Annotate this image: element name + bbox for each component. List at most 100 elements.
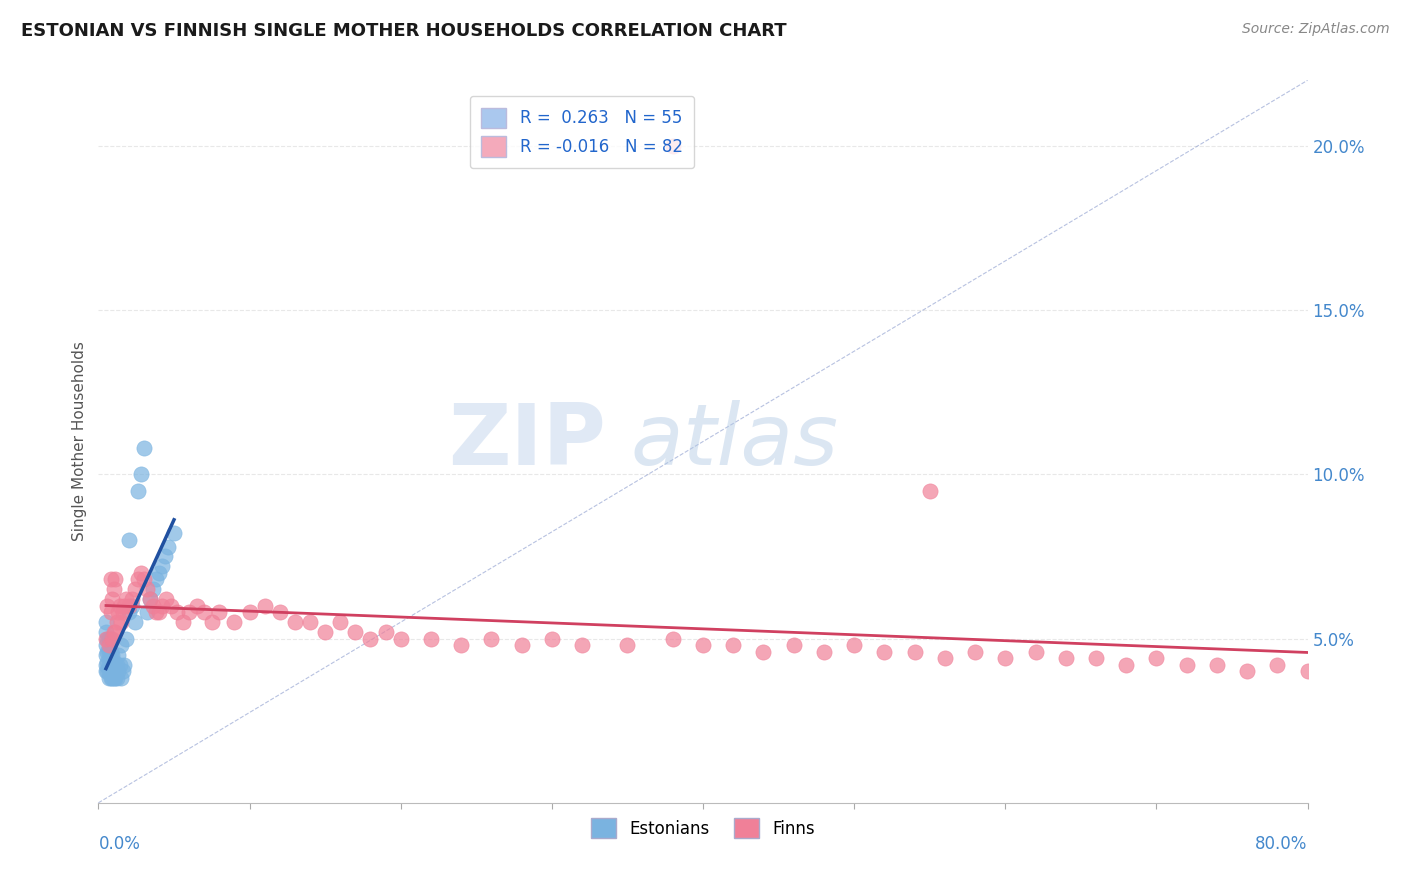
Point (104, 573, 127, 587)
Point (98, 632, 121, 646)
Point (100, 655, 122, 669)
Point (114, 632, 136, 646)
Point (389, 632, 412, 646)
Point (96, 645, 118, 659)
Point (193, 605, 215, 619)
Point (145, 605, 167, 619)
Point (110, 671, 132, 685)
Point (360, 632, 382, 646)
Point (1206, 657, 1229, 672)
Point (101, 632, 124, 646)
Point (1024, 645, 1046, 659)
Point (155, 592, 177, 607)
Point (904, 645, 927, 659)
Point (111, 605, 134, 619)
Point (965, 645, 987, 659)
Point (201, 615, 224, 630)
Point (844, 638, 866, 652)
Point (239, 605, 262, 619)
Point (1115, 657, 1137, 672)
Point (783, 638, 806, 652)
Point (98, 665, 121, 679)
Point (420, 632, 443, 646)
Point (104, 657, 127, 672)
Point (329, 615, 352, 630)
Text: ESTONIAN VS FINNISH SINGLE MOTHER HOUSEHOLDS CORRELATION CHART: ESTONIAN VS FINNISH SINGLE MOTHER HOUSEH… (21, 22, 787, 40)
Point (540, 632, 562, 646)
Text: ZIP: ZIP (449, 400, 606, 483)
Point (94, 638, 117, 652)
Point (450, 638, 472, 652)
Point (253, 599, 276, 613)
Point (100, 665, 122, 679)
Point (112, 599, 135, 613)
Point (661, 632, 683, 646)
Point (107, 648, 129, 662)
Point (104, 625, 127, 640)
Point (101, 657, 124, 672)
Point (723, 638, 745, 652)
Point (692, 638, 714, 652)
Point (118, 533, 141, 547)
Text: Source: ZipAtlas.com: Source: ZipAtlas.com (1241, 22, 1389, 37)
Point (179, 605, 201, 619)
Point (107, 605, 129, 619)
Point (153, 549, 176, 564)
Point (98, 638, 121, 652)
Point (108, 599, 131, 613)
Point (103, 625, 125, 640)
Point (94, 657, 117, 672)
Point (186, 599, 208, 613)
Point (813, 645, 835, 659)
Point (994, 651, 1017, 665)
Point (873, 645, 896, 659)
Point (1144, 651, 1167, 665)
Point (100, 645, 122, 659)
Point (98, 645, 121, 659)
Point (101, 665, 124, 679)
Point (135, 605, 157, 619)
Point (148, 566, 170, 580)
Point (166, 605, 188, 619)
Point (108, 657, 131, 672)
Point (571, 638, 593, 652)
Point (96, 655, 118, 669)
Point (150, 559, 173, 574)
Point (94, 625, 117, 640)
Point (96, 665, 118, 679)
Point (105, 615, 128, 630)
Point (1236, 665, 1258, 679)
Point (100, 573, 122, 587)
Point (121, 592, 143, 607)
Point (105, 657, 128, 672)
Point (110, 638, 132, 652)
Point (163, 526, 186, 541)
Point (107, 665, 129, 679)
Point (344, 625, 367, 640)
Point (1054, 651, 1077, 665)
Point (299, 615, 322, 630)
Point (150, 599, 173, 613)
Point (127, 483, 149, 498)
Point (111, 665, 134, 679)
Text: 0.0%: 0.0% (98, 835, 141, 854)
Point (148, 605, 170, 619)
Point (918, 483, 941, 498)
Point (94, 665, 117, 679)
Point (172, 615, 194, 630)
Point (110, 615, 132, 630)
Y-axis label: Single Mother Households: Single Mother Households (72, 342, 87, 541)
Point (127, 573, 149, 587)
Point (616, 638, 638, 652)
Point (142, 582, 165, 597)
Point (103, 655, 125, 669)
Point (103, 665, 125, 679)
Point (160, 599, 183, 613)
Point (934, 651, 956, 665)
Point (124, 582, 146, 597)
Point (284, 615, 307, 630)
Point (98, 671, 121, 685)
Point (103, 582, 125, 597)
Point (129, 467, 152, 482)
Point (118, 605, 141, 619)
